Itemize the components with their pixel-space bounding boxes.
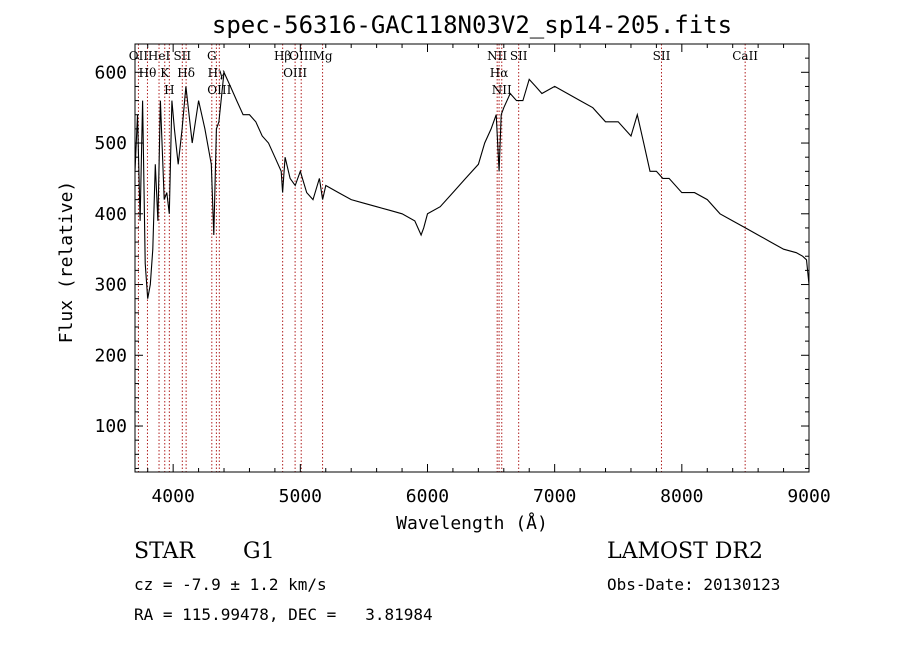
spectrum-series-line [134,70,810,299]
spectral-line-label: G [207,49,217,63]
spectral-line-label: NII [487,49,507,63]
chart-title: spec-56316-GAC118N03V2_sp14-205.fits [212,11,732,39]
x-axis-label: Wavelength (Å) [396,512,548,534]
spectral-line-label: OIII [207,83,231,97]
spectral-line-label: CaII [732,49,758,63]
x-tick-label: 4000 [151,486,194,507]
spectral-line-label: Hγ [208,66,226,80]
redshift-cz: cz = -7.9 ± 1.2 km/s [134,575,327,594]
object-subclass: G1 [243,539,275,564]
y-tick-label: 500 [94,133,127,154]
x-tick-label: 8000 [660,486,703,507]
spectral-line-label: H [164,83,174,97]
spectral-line-label: Hθ [139,66,157,80]
x-tick-label: 7000 [533,486,576,507]
y-tick-label: 200 [94,345,127,366]
plot-area: 4000 5000 6000 7000 8000 9000 100 200 300 400 500 6… [94,43,831,507]
obs-date: Obs-Date: 20130123 [607,575,781,594]
plot-frame [134,43,810,473]
survey-name: LAMOST DR2 [607,539,763,564]
spectral-line-label: Hδ [177,66,195,80]
y-tick-label: 100 [94,416,127,437]
spectral-line-label: K [160,66,170,80]
spectral-line-label: Hα [490,66,509,80]
spectral-line-label: OIII [283,66,307,80]
x-tick-label: 5000 [279,486,322,507]
x-tick-label: 6000 [406,486,449,507]
y-axis-label: Flux (relative) [56,181,77,344]
coordinates: RA = 115.99478, DEC = 3.81984 [134,605,433,624]
spectral-line-label: Mg [313,49,333,63]
spectral-line-label: OII [129,49,149,63]
spectral-line-label: SII [173,49,191,63]
object-class: STAR [134,539,195,564]
spectral-line-label: HeI [148,49,171,63]
spectral-line-label: SII [653,49,671,63]
spectral-line-label: Hβ [274,49,291,63]
x-tick-label: 9000 [787,486,830,507]
y-tick-label: 400 [94,204,127,225]
y-tick-label: 300 [94,275,127,296]
spectral-line-label: SII [510,49,528,63]
y-tick-label: 600 [94,62,127,83]
spectral-line-label: OIII [289,49,313,63]
spectral-line-label: NII [492,83,512,97]
